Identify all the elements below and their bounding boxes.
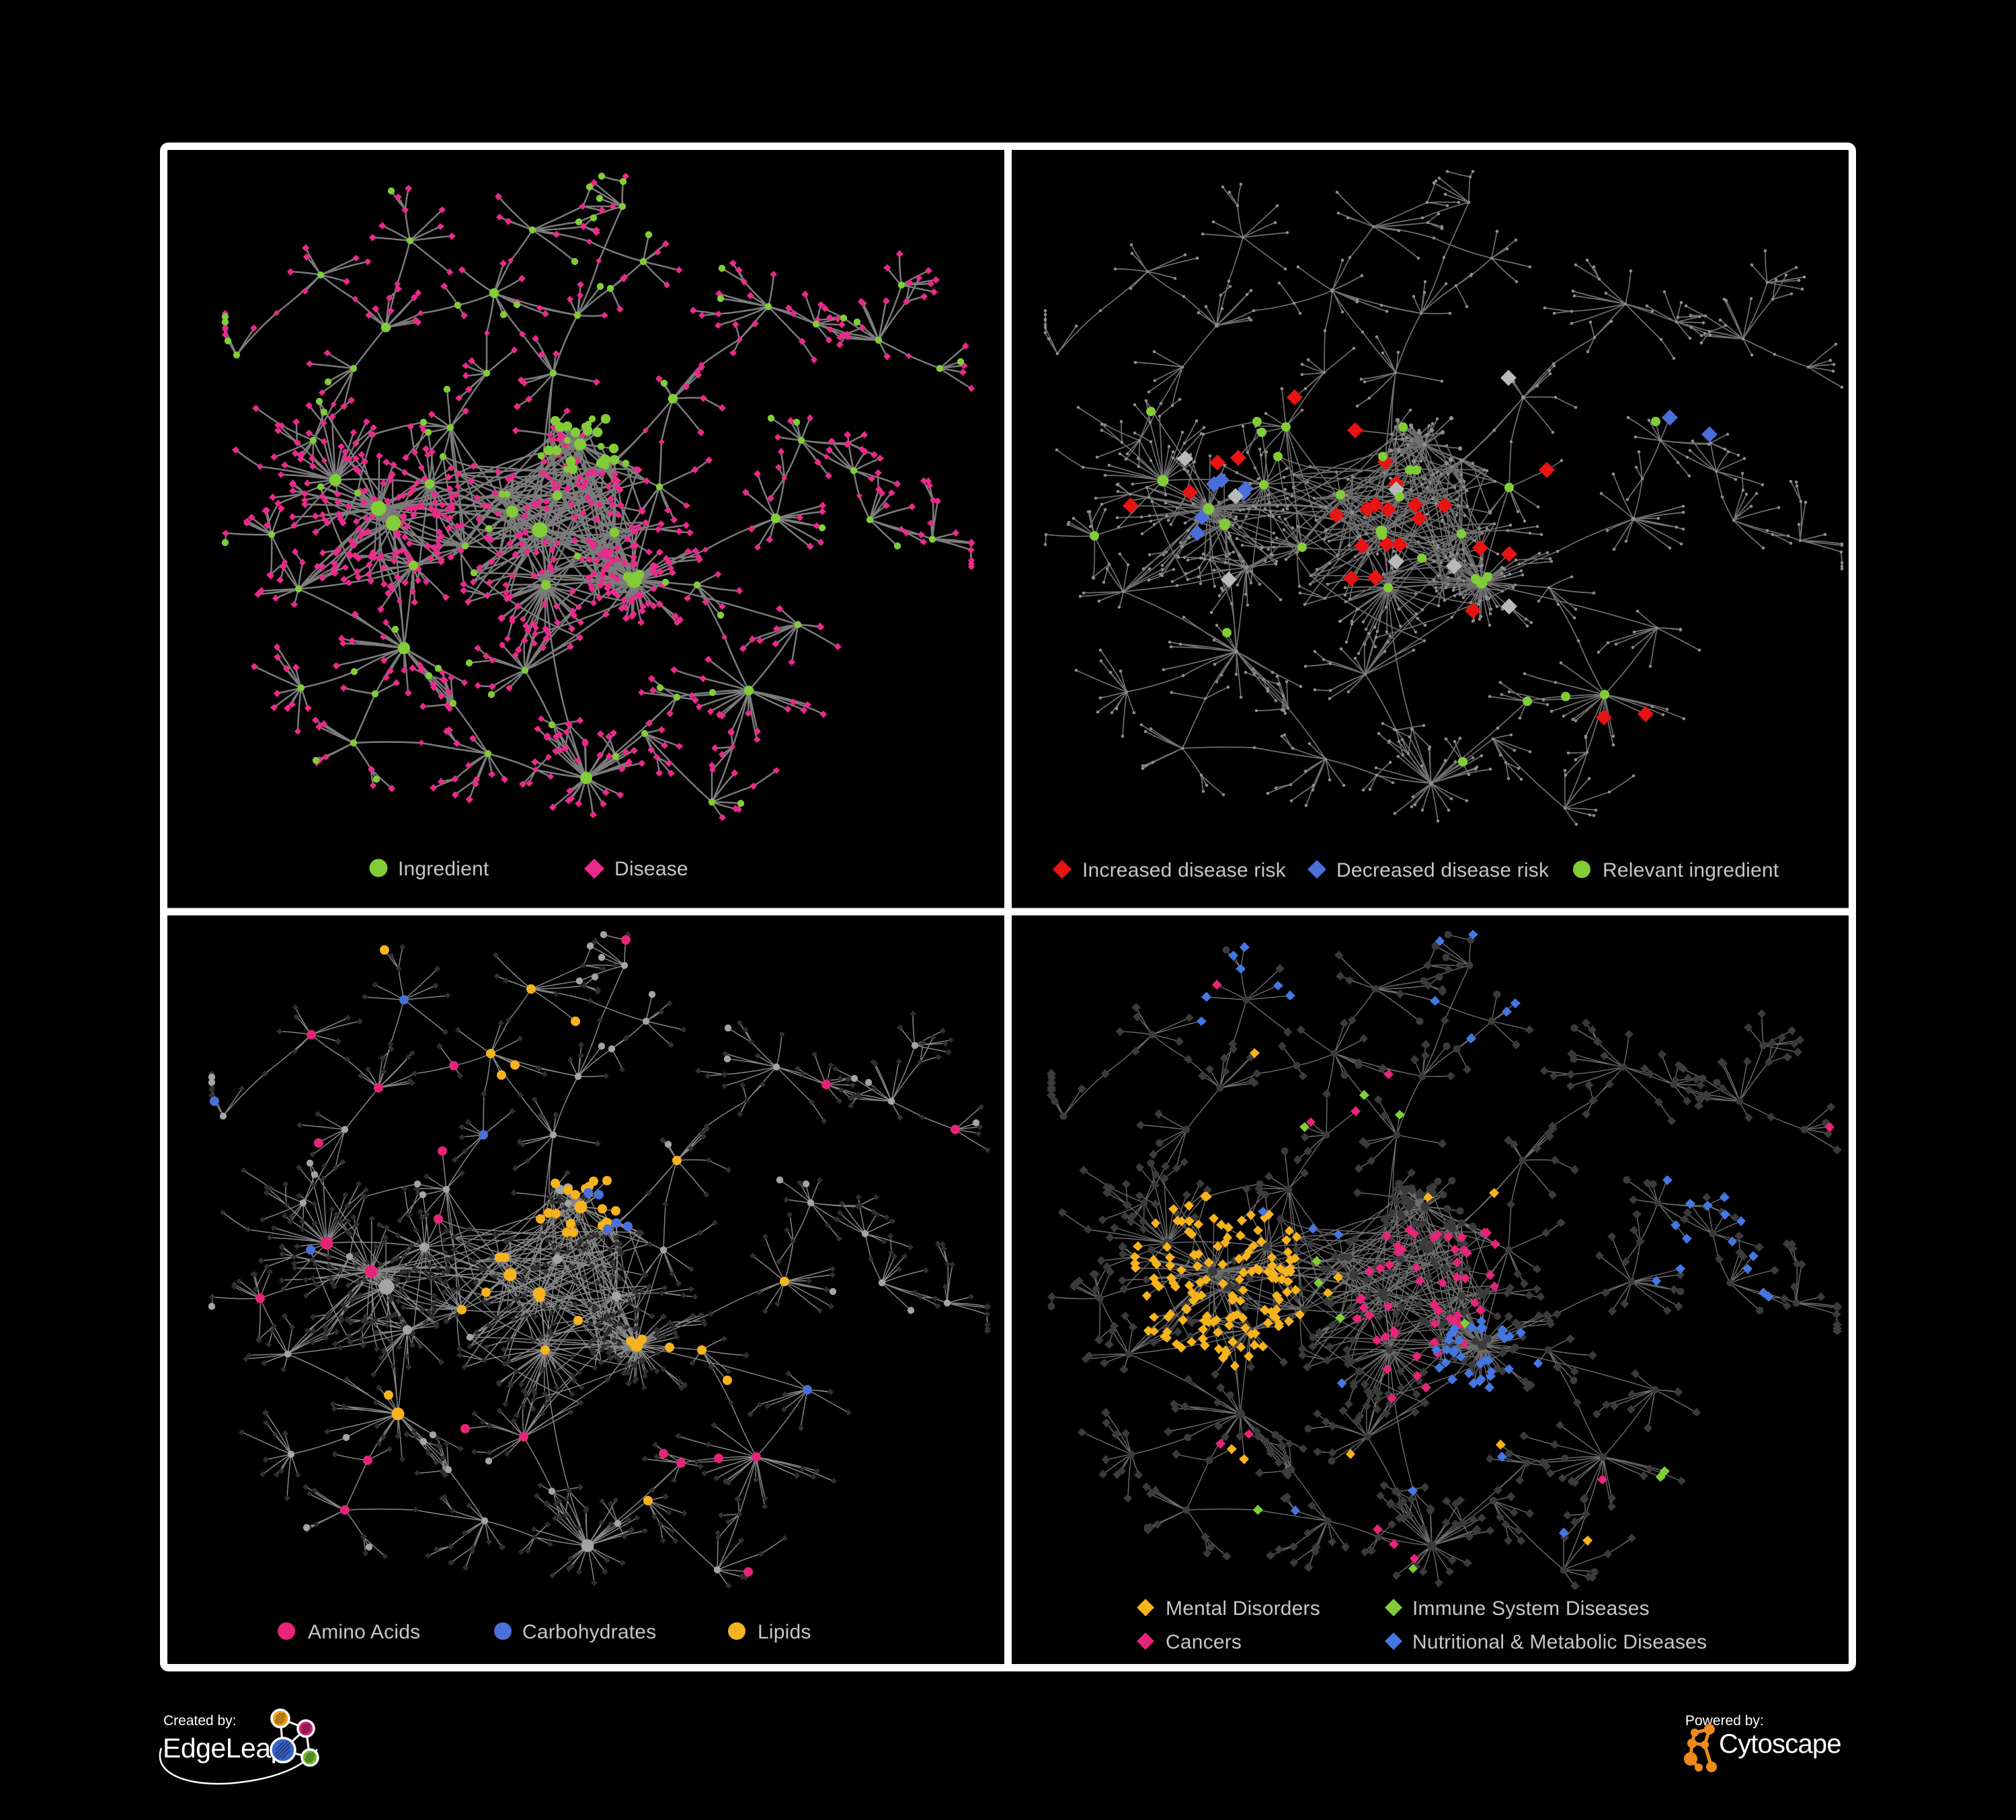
svg-text:Nutritional & Metabolic Diseas: Nutritional & Metabolic Diseases bbox=[1412, 1631, 1707, 1653]
svg-text:Created by:: Created by: bbox=[163, 1713, 237, 1729]
svg-text:Powered by:: Powered by: bbox=[1685, 1713, 1764, 1729]
svg-text:Immune System Diseases: Immune System Diseases bbox=[1412, 1597, 1650, 1620]
svg-text:Disease: Disease bbox=[614, 858, 688, 880]
svg-text:Relevant ingredient: Relevant ingredient bbox=[1603, 859, 1779, 881]
svg-text:Cytoscape: Cytoscape bbox=[1719, 1729, 1841, 1759]
svg-text:Amino Acids: Amino Acids bbox=[308, 1621, 420, 1643]
svg-text:Ingredient: Ingredient bbox=[398, 858, 489, 880]
svg-text:Increased disease risk: Increased disease risk bbox=[1082, 859, 1287, 881]
svg-text:Cancers: Cancers bbox=[1166, 1631, 1242, 1653]
svg-text:EdgeLeap: EdgeLeap bbox=[163, 1733, 286, 1764]
svg-text:Decreased disease risk: Decreased disease risk bbox=[1336, 859, 1549, 881]
svg-text:Mental Disorders: Mental Disorders bbox=[1166, 1597, 1320, 1620]
svg-text:Carbohydrates: Carbohydrates bbox=[522, 1621, 656, 1643]
svg-text:Lipids: Lipids bbox=[758, 1621, 811, 1643]
